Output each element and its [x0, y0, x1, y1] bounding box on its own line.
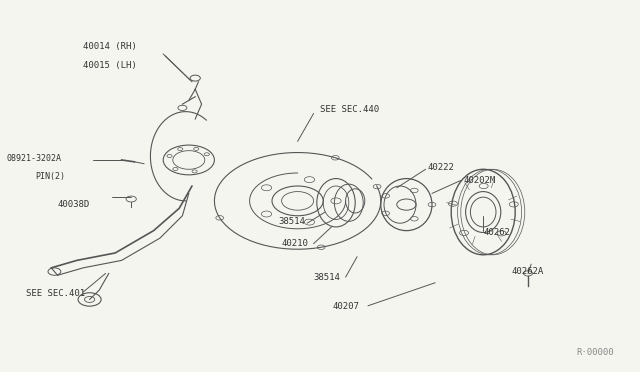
Text: 40207: 40207: [333, 302, 360, 311]
Text: 40210: 40210: [282, 239, 308, 248]
Text: 40014 (RH): 40014 (RH): [83, 42, 137, 51]
Text: 40015 (LH): 40015 (LH): [83, 61, 137, 70]
Text: 40262: 40262: [483, 228, 510, 237]
Text: R·00000: R·00000: [576, 348, 614, 357]
Text: 40202M: 40202M: [464, 176, 496, 185]
Text: 38514: 38514: [314, 273, 340, 282]
Text: 40262A: 40262A: [512, 267, 544, 276]
Text: SEE SEC.401: SEE SEC.401: [26, 289, 84, 298]
Text: 08921-3202A: 08921-3202A: [6, 154, 61, 163]
Text: PIN(2): PIN(2): [35, 172, 65, 181]
Text: 38514: 38514: [278, 217, 305, 226]
Text: SEE SEC.440: SEE SEC.440: [320, 105, 379, 114]
Text: 40038D: 40038D: [58, 200, 90, 209]
Text: 40222: 40222: [428, 163, 454, 172]
